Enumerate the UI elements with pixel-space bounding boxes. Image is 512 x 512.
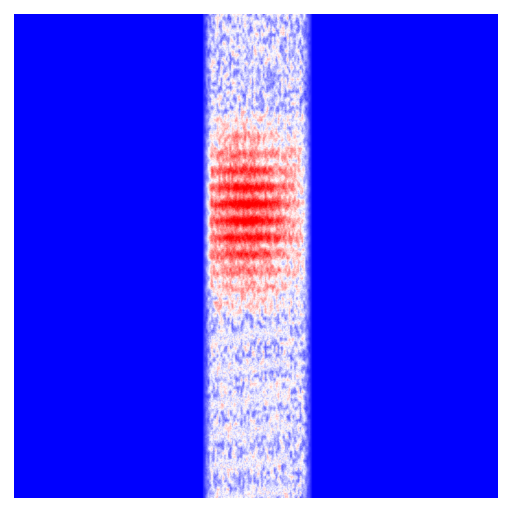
heatmap-canvas xyxy=(14,14,498,498)
